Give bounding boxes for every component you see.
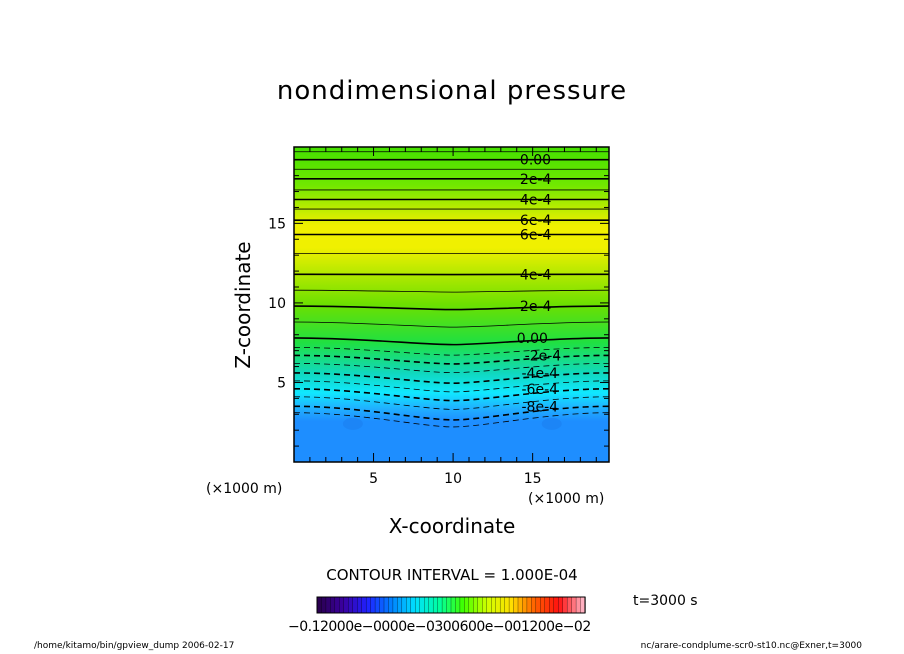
colorbar-cell — [486, 596, 492, 614]
contour-label: -8e-4 — [522, 399, 559, 415]
colorbar-cell — [325, 596, 332, 614]
colorbar-cell — [424, 596, 430, 614]
colorbar-cell — [446, 596, 452, 614]
colorbar-cell — [522, 596, 528, 614]
colorbar-frame — [316, 596, 586, 614]
contour-label: 4e-4 — [520, 267, 552, 283]
colorbar-cell — [370, 596, 376, 614]
contour-label: 6e-4 — [520, 213, 552, 229]
colorbar-cell — [361, 596, 367, 614]
colorbar-cell — [401, 596, 407, 614]
contour-label: 0.00 — [520, 153, 551, 169]
colorbar-cell — [316, 596, 323, 614]
colorbar-cell — [348, 596, 354, 614]
colorbar-cell — [388, 596, 394, 614]
contour-line — [293, 305, 610, 311]
colorbar-cell — [428, 596, 434, 614]
colorbar-cell — [508, 596, 515, 614]
colorbar-cell — [491, 596, 497, 614]
colorbar-cell — [571, 596, 577, 614]
y-tick-label: 10 — [268, 296, 286, 312]
colorbar-cell — [321, 596, 327, 614]
colorbar-cell — [419, 596, 425, 614]
colorbar-cell — [517, 596, 524, 614]
colorbar-cell — [513, 596, 519, 614]
contour-line — [293, 412, 610, 428]
x-axis-label: X-coordinate — [388, 514, 516, 538]
contour-line — [293, 321, 610, 328]
contour-interval-label: CONTOUR INTERVAL = 1.000E-04 — [326, 566, 578, 584]
x-tick-label: 15 — [524, 471, 542, 487]
colorbar-cell — [343, 596, 349, 614]
colorbar-cell — [482, 596, 488, 614]
colorbar-cell — [365, 596, 372, 614]
y-tick-label: 15 — [268, 216, 286, 232]
colorbar-cell — [544, 596, 550, 614]
colorbar-cell — [504, 596, 510, 614]
colorbar-cell — [441, 596, 448, 614]
contour-label: 0.00 — [517, 331, 548, 347]
colorbar-cell — [495, 596, 501, 614]
contour-line — [293, 289, 610, 293]
plot-frame — [293, 146, 610, 463]
colorbar-cell — [459, 596, 466, 614]
colorbar-cell — [540, 596, 546, 614]
colorbar-cell — [535, 596, 541, 614]
x-unit-label-right: (×1000 m) — [528, 491, 605, 507]
colorbar-cell — [379, 596, 385, 614]
x-tick-label: 5 — [369, 471, 378, 487]
contour-line — [293, 405, 610, 421]
colorbar-cell — [410, 596, 416, 614]
contour-label: 2e-4 — [520, 299, 552, 315]
colorbar-cell — [357, 596, 363, 614]
colorbar-cell — [334, 596, 340, 614]
colorbar-cell — [352, 596, 358, 614]
field-blob — [342, 417, 363, 430]
contour-label: -2e-4 — [525, 348, 562, 364]
colorbar-cell — [531, 596, 537, 614]
contour-label: 6e-4 — [520, 228, 552, 244]
time-label: t=3000 s — [633, 593, 698, 609]
colorbar-cell — [392, 596, 399, 614]
colorbar-cell — [432, 596, 439, 614]
colorbar-cell — [455, 596, 461, 614]
colorbar-cell — [473, 596, 479, 614]
colorbar-cell — [477, 596, 483, 614]
colorbar-cell — [397, 596, 403, 614]
colorbar-cell — [558, 596, 564, 614]
colorbar-cell — [526, 596, 533, 614]
contour-label: -4e-4 — [522, 366, 559, 382]
colorbar-cell — [566, 596, 573, 614]
colorbar-cell — [383, 596, 390, 614]
y-tick-label: 5 — [277, 375, 286, 391]
colorbar-cell — [562, 596, 568, 614]
colorbar-cell — [339, 596, 345, 614]
footer-source: nc/arare-condplume-scr0-st10.nc@Exner,t=… — [640, 641, 862, 651]
colorbar-cell — [575, 596, 582, 614]
colorbar-cell — [553, 596, 559, 614]
colorbar-cell — [374, 596, 381, 614]
chart-title: nondimensional pressure — [276, 76, 628, 106]
contour-line — [293, 396, 610, 410]
colorbar-cell — [464, 596, 470, 614]
colorbar-cell — [406, 596, 412, 614]
colorbar-tick-labels: −0.12000e−0000e−0300600e−001200e−02 — [288, 619, 591, 635]
footer-path: /home/kitamo/bin/gpview_dump 2006-02-17 — [34, 641, 235, 651]
contour-label: 2e-4 — [520, 172, 552, 188]
colorbar-cell — [499, 596, 506, 614]
colorbar-cell — [330, 596, 336, 614]
contour-label: 4e-4 — [520, 193, 552, 209]
colorbar-cell — [549, 596, 555, 614]
colorbar-cell — [415, 596, 421, 614]
x-tick-label: 10 — [444, 471, 462, 487]
contour-label: -6e-4 — [522, 382, 559, 398]
x-unit-label-left: (×1000 m) — [206, 481, 283, 497]
field-background — [294, 147, 609, 462]
colorbar-cell — [450, 596, 457, 614]
colorbar-cell — [437, 596, 443, 614]
field-blob — [541, 417, 562, 430]
colorbar-cell — [468, 596, 474, 614]
contour-line — [293, 337, 610, 346]
